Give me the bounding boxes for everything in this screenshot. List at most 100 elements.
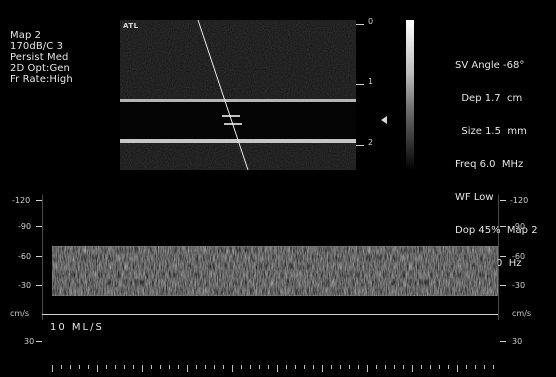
- time-tick: [160, 365, 161, 369]
- time-tick: [196, 365, 197, 369]
- time-tick: [223, 365, 224, 369]
- time-tick: [475, 365, 476, 369]
- time-tick: [349, 365, 350, 369]
- left-axis-label-minus-120: -120: [12, 196, 31, 205]
- time-tick: [133, 365, 134, 369]
- time-tick: [430, 365, 431, 369]
- focus-marker: [381, 116, 387, 124]
- grayscale-bar: [406, 20, 414, 170]
- right-axis-label-minus-90: -90: [512, 222, 526, 231]
- time-tick: [61, 365, 62, 369]
- time-tick: [106, 365, 107, 369]
- param-depth: Dep 1.7 cm: [455, 93, 523, 104]
- right-axis-tick-30: [500, 341, 506, 342]
- spectrum-waveform-svg: [51, 245, 499, 297]
- time-tick: [52, 365, 53, 372]
- left-axis-tick-minus-60: [36, 256, 42, 257]
- right-axis-label-minus-120: -120: [510, 196, 529, 205]
- time-tick: [313, 365, 314, 369]
- time-tick: [412, 365, 413, 372]
- left-axis-tick-minus-90: [36, 226, 42, 227]
- depth-tick-2: [356, 145, 364, 146]
- time-tick: [259, 365, 260, 369]
- time-tick: [205, 365, 206, 369]
- setting-2d-opt: 2D Opt:Gen: [10, 63, 70, 74]
- setting-map: Map 2: [10, 30, 42, 41]
- time-tick: [376, 365, 377, 369]
- time-tick: [358, 365, 359, 369]
- depth-label-0: 0: [368, 17, 374, 26]
- left-axis-label-minus-90: -90: [18, 222, 32, 231]
- time-tick: [151, 365, 152, 369]
- depth-tick-0: [356, 24, 364, 25]
- left-settings-panel: Map 2 170dB/C 3 Persist Med 2D Opt:Gen F…: [10, 30, 73, 85]
- time-tick: [322, 365, 323, 372]
- setting-gain: 170dB/C 3: [10, 41, 64, 52]
- right-axis-line: [498, 195, 499, 320]
- time-tick: [448, 365, 449, 369]
- bmode-visual: [120, 20, 356, 170]
- right-axis-tick-minus-30: [500, 285, 506, 286]
- time-tick: [79, 365, 80, 369]
- time-tick: [439, 365, 440, 369]
- left-axis-tick-minus-120: [36, 200, 42, 201]
- param-sv-angle: SV Angle -68°: [455, 60, 525, 71]
- param-doppler-gain: Dop 45% Map 2: [455, 225, 538, 236]
- depth-label-1: 1: [368, 77, 374, 86]
- right-axis-label-minus-30: -30: [512, 281, 526, 290]
- right-axis-tick-minus-90: [500, 226, 506, 227]
- left-axis-unit-label: cm/s: [10, 309, 30, 318]
- time-tick: [385, 365, 386, 369]
- time-tick: [178, 365, 179, 369]
- doppler-beam-line: [197, 20, 249, 170]
- time-tick: [142, 365, 143, 372]
- time-tick: [493, 365, 494, 369]
- right-axis-tick-minus-120: [500, 200, 506, 201]
- time-tick: [187, 365, 188, 372]
- time-tick: [250, 365, 251, 369]
- time-tick: [367, 365, 368, 372]
- time-tick: [70, 365, 71, 369]
- left-axis-tick-minus-30: [36, 285, 42, 286]
- time-tick: [268, 365, 269, 369]
- time-tick: [331, 365, 332, 369]
- baseline: [42, 314, 498, 315]
- time-tick: [169, 365, 170, 369]
- param-frequency: Freq 6.0 MHz: [455, 159, 524, 170]
- time-tick: [403, 365, 404, 369]
- time-tick: [124, 365, 125, 369]
- time-tick: [241, 365, 242, 369]
- time-tick: [340, 365, 341, 369]
- time-tick: [394, 365, 395, 369]
- time-tick: [295, 365, 296, 369]
- time-scale: [52, 365, 498, 375]
- time-tick: [286, 365, 287, 369]
- right-axis-label-minus-60: -60: [512, 252, 526, 261]
- left-axis-label-30: 30: [24, 337, 35, 346]
- vessel-lumen: [120, 102, 356, 139]
- right-axis-label-30: 30: [512, 337, 523, 346]
- vessel-near-wall: [120, 99, 356, 102]
- left-axis-line: [42, 195, 43, 320]
- sweep-speed-label: 10 ML/S: [50, 322, 104, 333]
- right-axis-unit-label: cm/s: [512, 309, 532, 318]
- time-tick: [115, 365, 116, 369]
- bmode-image[interactable]: [120, 20, 356, 170]
- time-tick: [277, 365, 278, 372]
- doppler-spectrum-waveform: [51, 245, 499, 297]
- setting-frame-rate: Fr Rate:High: [10, 74, 73, 85]
- time-tick: [97, 365, 98, 372]
- depth-tick-1: [356, 84, 364, 85]
- time-tick: [466, 365, 467, 369]
- time-tick: [214, 365, 215, 369]
- left-axis-label-minus-60: -60: [18, 252, 32, 261]
- param-wall-filter: WF Low: [455, 192, 494, 203]
- param-size: Size 1.5 mm: [455, 126, 527, 137]
- time-tick: [304, 365, 305, 369]
- left-axis-label-minus-30: -30: [18, 281, 32, 290]
- depth-label-2: 2: [368, 138, 374, 147]
- time-tick: [232, 365, 233, 372]
- setting-persist: Persist Med: [10, 52, 69, 63]
- time-tick: [88, 365, 89, 369]
- left-axis-tick-30: [36, 341, 42, 342]
